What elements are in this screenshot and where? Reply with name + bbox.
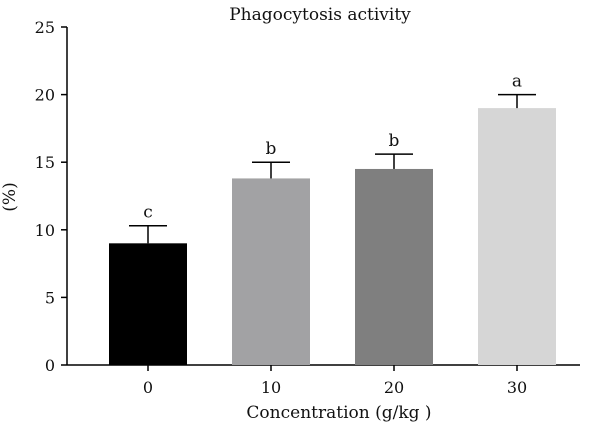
x-axis-label: Concentration (g/kg ) bbox=[246, 403, 431, 423]
x-tick-label: 0 bbox=[143, 378, 153, 397]
y-tick-label: 5 bbox=[45, 288, 55, 307]
significance-label: a bbox=[512, 72, 522, 92]
x-tick-label: 10 bbox=[261, 378, 281, 397]
y-tick-label: 20 bbox=[35, 86, 55, 105]
y-tick-label: 25 bbox=[35, 18, 55, 37]
x-tick-label: 30 bbox=[507, 378, 527, 397]
significance-label: c bbox=[143, 203, 153, 223]
x-tick-label: 20 bbox=[384, 378, 404, 397]
bar bbox=[109, 243, 187, 365]
y-tick-label: 0 bbox=[45, 356, 55, 375]
significance-label: b bbox=[266, 139, 277, 159]
bar bbox=[355, 168, 433, 365]
y-tick-label: 10 bbox=[35, 221, 55, 240]
bar bbox=[232, 178, 310, 365]
y-axis-label: (%) bbox=[0, 182, 20, 211]
bar bbox=[478, 108, 556, 366]
plot-area: 0 5 10 15 20 25 c 0 b 10 b 20 a 30 bbox=[35, 18, 580, 397]
y-tick-label: 15 bbox=[35, 153, 55, 172]
significance-label: b bbox=[389, 131, 400, 151]
chart-title: Phagocytosis activity bbox=[229, 5, 411, 25]
